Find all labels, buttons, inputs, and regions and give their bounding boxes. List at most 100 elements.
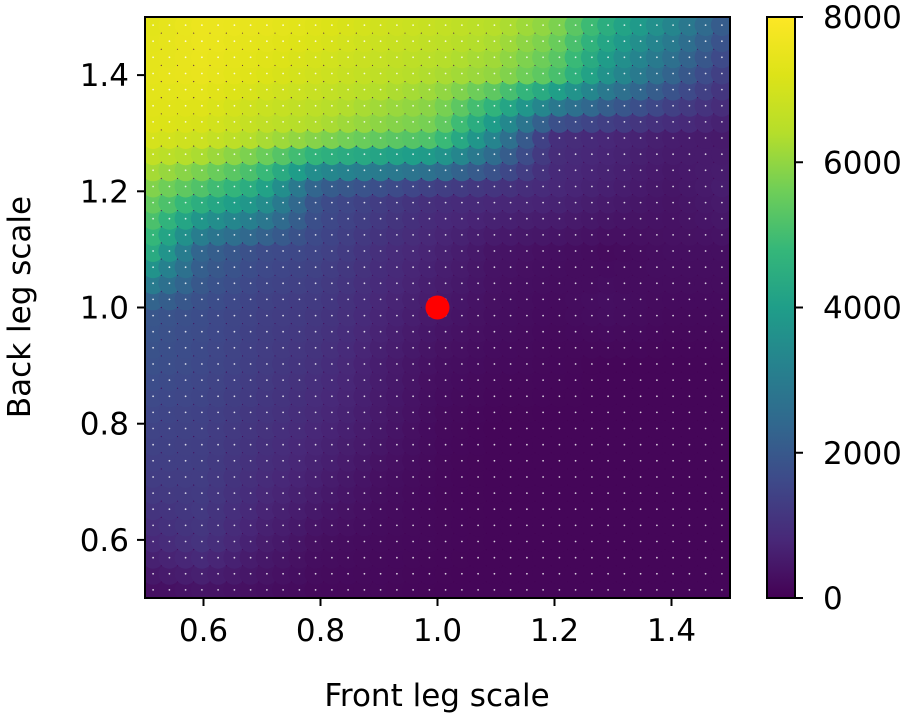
- sample-dot: [217, 266, 220, 269]
- sample-dot: [249, 492, 252, 494]
- sample-dot: [721, 443, 723, 446]
- colorbar-gradient: [766, 16, 796, 599]
- heatmap-point: [385, 578, 408, 598]
- sample-dot: [314, 298, 317, 301]
- sample-dot: [558, 363, 561, 365]
- y-tick-label: 0.8: [80, 407, 129, 443]
- sample-dot: [704, 395, 707, 398]
- sample-dot: [217, 395, 220, 398]
- plot-area: [144, 16, 731, 599]
- sample-dot: [363, 330, 366, 333]
- sample-dot: [249, 266, 252, 269]
- sample-dot: [217, 137, 220, 139]
- sample-dot: [477, 217, 479, 220]
- sample-dot: [656, 153, 658, 156]
- sample-dot: [591, 346, 593, 349]
- sample-dot: [656, 282, 658, 285]
- sample-dot: [721, 121, 723, 123]
- sample-dot: [542, 88, 544, 91]
- sample-dot: [282, 540, 284, 543]
- heatmap-point: [145, 320, 165, 343]
- sample-dot: [266, 540, 268, 543]
- heatmap-point: [483, 17, 506, 37]
- sample-dot: [396, 298, 398, 301]
- sample-dot: [249, 540, 252, 543]
- sample-dot: [298, 443, 301, 446]
- sample-dot: [574, 427, 577, 430]
- sample-dot: [623, 314, 626, 317]
- heatmap-point: [662, 17, 685, 37]
- sample-dot: [314, 169, 317, 172]
- sample-dot: [233, 476, 236, 478]
- sample-dot: [412, 121, 414, 123]
- sample-dot: [396, 56, 398, 59]
- sample-dot: [591, 492, 593, 494]
- sample-dot: [347, 443, 349, 446]
- sample-dot: [493, 266, 496, 269]
- sample-dot: [444, 508, 447, 511]
- sample-dot: [509, 169, 512, 172]
- heatmap-point: [402, 17, 425, 37]
- sample-dot: [331, 24, 333, 26]
- sample-dot: [607, 104, 609, 107]
- sample-dot: [607, 56, 609, 59]
- heatmap-point: [353, 578, 376, 598]
- heatmap-point: [710, 240, 730, 262]
- sample-dot: [152, 411, 155, 414]
- sample-dot: [688, 104, 691, 107]
- sample-dot: [314, 153, 317, 156]
- sample-dot: [412, 56, 414, 59]
- sample-dot: [591, 201, 593, 204]
- sample-dot: [444, 346, 447, 349]
- sample-dot: [493, 185, 496, 188]
- sample-dot: [396, 314, 398, 317]
- heatmap-point: [613, 578, 636, 598]
- sample-dot: [168, 40, 171, 43]
- sample-dot: [217, 88, 220, 91]
- sample-dot: [558, 234, 561, 236]
- sample-dot: [314, 104, 317, 107]
- sample-dot: [574, 121, 577, 123]
- sample-dot: [347, 88, 349, 91]
- heatmap-point: [145, 385, 165, 408]
- sample-dot: [428, 379, 431, 381]
- sample-dot: [201, 330, 203, 333]
- sample-dot: [201, 508, 203, 511]
- sample-dot: [526, 589, 528, 591]
- sample-dot: [639, 104, 642, 107]
- sample-dot: [461, 72, 463, 75]
- sample-dot: [347, 379, 349, 381]
- sample-dot: [347, 572, 349, 575]
- sample-dot: [298, 508, 301, 511]
- sample-dot: [639, 508, 642, 511]
- sample-dot: [152, 492, 155, 494]
- heatmap-point: [145, 159, 165, 182]
- sample-dot: [168, 298, 171, 301]
- heatmap-point: [145, 530, 165, 553]
- sample-dot: [249, 346, 252, 349]
- heatmap-point: [320, 17, 343, 37]
- sample-dot: [542, 137, 544, 139]
- sample-dot: [477, 72, 479, 75]
- heatmap-point: [385, 17, 408, 37]
- sample-dot: [314, 540, 317, 543]
- sample-dot: [672, 363, 674, 365]
- sample-dot: [379, 217, 382, 220]
- sample-dot: [461, 314, 463, 317]
- sample-dot: [331, 137, 333, 139]
- sample-dot: [298, 234, 301, 236]
- sample-dot: [493, 56, 496, 59]
- sample-dot: [249, 363, 252, 365]
- sample-dot: [152, 298, 155, 301]
- sample-dot: [444, 56, 447, 59]
- sample-dot: [607, 411, 609, 414]
- sample-dot: [233, 540, 236, 543]
- sample-dot: [428, 556, 431, 559]
- sample-dot: [298, 589, 301, 591]
- sample-dot: [249, 282, 252, 285]
- sample-dot: [249, 508, 252, 511]
- heatmap-point: [145, 401, 165, 424]
- sample-dot: [363, 104, 366, 107]
- sample-dot: [428, 24, 431, 26]
